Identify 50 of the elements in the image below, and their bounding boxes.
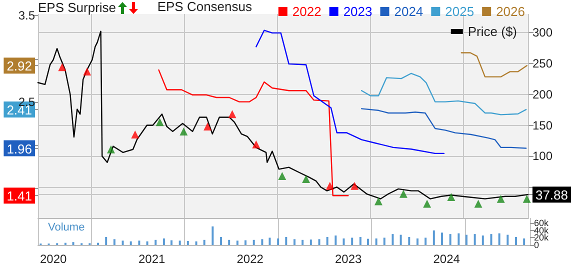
x-tick-label: 2022 (236, 252, 264, 265)
point (83, 67, 92, 76)
y-tick-label: 1.96 (6, 141, 32, 156)
legend-label: 2026 (496, 4, 525, 19)
line-series (460, 52, 528, 78)
point (278, 172, 286, 180)
y2-tick-label: 300 (532, 26, 553, 40)
point (58, 63, 66, 72)
point (423, 200, 432, 208)
legend-label: 2025 (445, 4, 474, 19)
point (326, 182, 334, 190)
y3-axis-title: Volume (48, 222, 85, 234)
point (131, 130, 140, 139)
x-tick-label: 2024 (433, 252, 460, 265)
y2-tick-label: 250 (532, 56, 553, 70)
point (156, 118, 164, 126)
line-series (360, 108, 527, 149)
y-tick-label: 1.41 (6, 188, 32, 204)
annotation: EPS Surprise (38, 0, 116, 15)
point (252, 140, 260, 148)
point (447, 192, 456, 201)
line-series (360, 72, 527, 116)
point (474, 200, 482, 208)
legend-label: 2023 (343, 4, 372, 19)
legend-label: 2022 (292, 4, 322, 19)
y3-tick-label: 20k (534, 232, 550, 243)
y2-tick-label: 150 (532, 118, 553, 132)
point (302, 175, 310, 184)
y-tick-label: 3.5 (18, 8, 36, 23)
point (374, 197, 382, 206)
line-series (256, 30, 445, 154)
point (496, 194, 505, 203)
point (399, 190, 408, 198)
point (106, 145, 115, 154)
y2-tick-label: 200 (532, 87, 553, 102)
x-tick-label: 2021 (138, 252, 166, 265)
y2-tick-label: 37.88 (535, 188, 568, 203)
y2-tick-label: 100 (532, 149, 553, 164)
line-series (158, 69, 349, 196)
y-tick-label: 2.92 (6, 58, 32, 74)
point (350, 182, 359, 190)
x-tick-label: 2023 (334, 252, 362, 265)
legend-label: 2024 (394, 4, 424, 19)
legend-label: Price ($) (468, 24, 518, 39)
x-tick-label: 2020 (40, 252, 68, 265)
point (204, 122, 212, 131)
point (180, 127, 188, 136)
legend-title: EPS Consensus (157, 0, 252, 14)
point (522, 194, 531, 203)
point (228, 110, 236, 118)
